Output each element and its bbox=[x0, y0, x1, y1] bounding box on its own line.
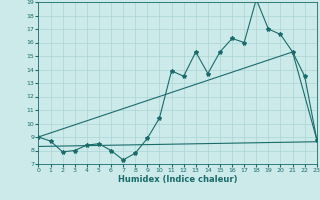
X-axis label: Humidex (Indice chaleur): Humidex (Indice chaleur) bbox=[118, 175, 237, 184]
